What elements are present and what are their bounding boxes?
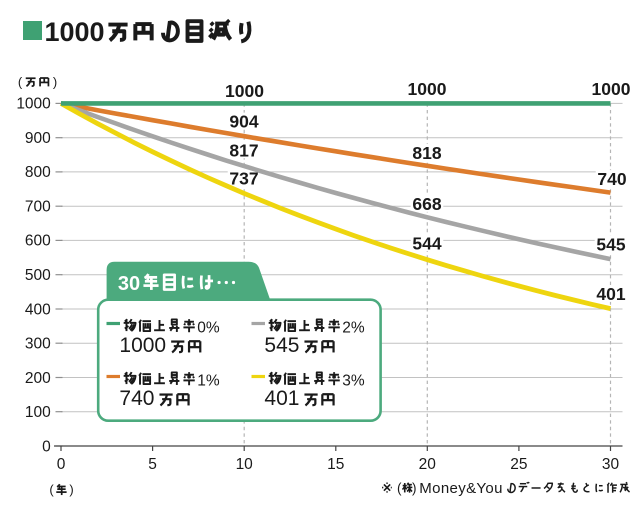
svg-text:817: 817 [229,141,258,161]
svg-text:1%: 1% [197,372,220,389]
svg-text:(: ( [397,481,402,496]
svg-text:15: 15 [327,456,344,473]
svg-text:740: 740 [119,387,154,410]
svg-text:1000: 1000 [408,79,447,99]
svg-text:740: 740 [597,169,626,189]
svg-text:(: ( [18,75,23,90]
svg-text:30: 30 [602,456,620,473]
svg-text:500: 500 [25,267,51,284]
svg-text:0%: 0% [197,319,220,336]
svg-text:5: 5 [148,456,157,473]
svg-text:2%: 2% [342,319,365,336]
svg-text:600: 600 [25,233,51,250]
svg-text:545: 545 [596,235,625,255]
svg-text:904: 904 [229,112,258,132]
svg-text:401: 401 [596,284,625,304]
svg-text:400: 400 [25,301,51,318]
svg-text:1000: 1000 [225,81,264,101]
svg-text:1000: 1000 [592,79,631,99]
svg-text:0: 0 [42,438,51,455]
svg-text:700: 700 [25,199,51,216]
svg-text:800: 800 [25,164,51,181]
svg-text:300: 300 [25,336,51,353]
svg-text:20: 20 [419,456,437,473]
svg-text:200: 200 [25,370,51,387]
svg-text:100: 100 [25,404,51,421]
svg-text:900: 900 [25,130,51,147]
svg-text:): ) [412,481,417,496]
svg-text:25: 25 [510,456,527,473]
svg-text:30: 30 [118,273,140,295]
svg-text:3%: 3% [342,372,365,389]
svg-text:1000: 1000 [119,334,166,357]
svg-text:10: 10 [236,456,254,473]
svg-text:1000: 1000 [45,17,105,47]
svg-text:): ) [53,75,57,90]
svg-text:668: 668 [412,194,441,214]
svg-text:545: 545 [264,334,299,357]
svg-text:818: 818 [412,143,441,163]
svg-text:): ) [69,482,73,497]
svg-text:401: 401 [264,387,299,410]
svg-text:1000: 1000 [16,96,51,113]
svg-text:Money&You: Money&You [419,480,503,497]
svg-text:544: 544 [412,234,441,254]
svg-text:737: 737 [229,168,258,188]
svg-text:0: 0 [57,456,66,473]
svg-text:(: ( [49,482,54,497]
